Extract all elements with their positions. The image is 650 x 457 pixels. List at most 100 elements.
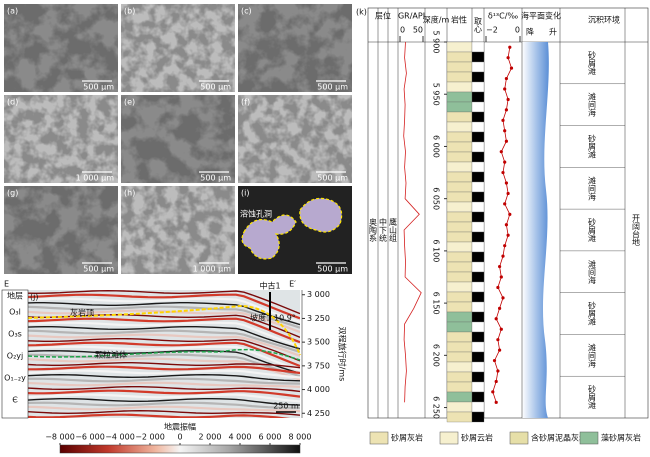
lith-bed (446, 201, 473, 213)
depth-label: 6 150 (432, 292, 441, 315)
lith-bed (446, 121, 473, 133)
reflection (28, 329, 300, 353)
core-bar (471, 41, 485, 53)
d13c-point (508, 45, 512, 49)
reflection (28, 369, 300, 379)
panel-label: (h) (124, 189, 135, 198)
depth-label: 5 900 (432, 31, 441, 54)
scale-label: 500 μm (83, 83, 114, 92)
lith-bed (446, 241, 473, 253)
reflection (28, 357, 300, 381)
subfacies: 滩间海 (588, 259, 597, 285)
core-bar (471, 171, 485, 183)
log-frame (367, 7, 649, 419)
header: 海平面变化 (521, 11, 561, 21)
header: 层位 (375, 11, 391, 21)
panel-label: (j) (30, 293, 38, 302)
micrograph-texture (238, 4, 352, 92)
core-bar (471, 101, 485, 113)
d13c-point (506, 97, 510, 102)
core-bar (471, 191, 485, 203)
panel-label: (g) (7, 189, 18, 198)
d13c-point (499, 275, 503, 279)
lith-bed (446, 161, 473, 173)
panel-label: (c) (241, 7, 252, 16)
scale-label: 500 μm (317, 265, 348, 274)
subfacies: 砂屑滩 (588, 384, 597, 410)
lith-bed (446, 71, 473, 83)
lith-bed (446, 111, 473, 123)
d13c-point (494, 400, 498, 404)
d13c-point (504, 108, 508, 112)
depth-label: 6 250 (432, 396, 441, 419)
reflection (28, 341, 300, 368)
lith-bed (446, 411, 473, 423)
legend-swatch (369, 431, 389, 445)
strata-column (1, 289, 29, 419)
colorbar-label: 0 (177, 433, 182, 442)
header: 深度/m (423, 15, 450, 25)
lith-bed (446, 391, 473, 403)
strata-label: O₃l (9, 308, 21, 317)
tick-label: 4 250 (307, 409, 330, 418)
d13c-point (508, 212, 512, 216)
subfacies: 砂屑滩 (588, 217, 597, 243)
micrograph-texture (121, 4, 235, 92)
reflection (28, 381, 300, 388)
reflection (28, 409, 300, 416)
panel-label: (k) (356, 8, 367, 17)
core-bar (471, 181, 485, 193)
core-bar (471, 361, 485, 373)
reflection (28, 345, 300, 372)
strata-label: O₂yj (7, 352, 23, 361)
header: 岩性 (451, 15, 467, 25)
core-bar (471, 411, 485, 423)
header: 沉积环境 (588, 15, 620, 25)
core-bar (471, 71, 485, 83)
core-bar (471, 151, 485, 163)
colorbar (59, 444, 301, 454)
lith-bed (446, 331, 473, 343)
lith-bed (446, 251, 473, 263)
header: δ¹³C/‰ (488, 12, 519, 21)
sea-level-curve (522, 42, 549, 418)
lith-bed (446, 271, 473, 283)
d13c-point (499, 327, 503, 331)
reflection (28, 290, 300, 315)
lith-bed (446, 231, 473, 243)
reflection (28, 297, 300, 323)
core-bar (471, 271, 485, 283)
d13c-point (504, 181, 508, 185)
colorbar-title: 地震振幅 (164, 422, 196, 432)
subfacies: 砂屑滩 (588, 50, 597, 76)
core-bar (471, 371, 485, 383)
lith-bed (446, 291, 473, 303)
reflection (28, 349, 300, 374)
lith-bed (446, 371, 473, 383)
reflection (28, 405, 300, 413)
pore-annotation: 溶蚀孔洞 (240, 209, 272, 219)
axis-label: 双程旅行时/ms (338, 327, 348, 382)
lith-bed (446, 341, 473, 353)
reflection (28, 386, 300, 393)
subfacies: 砂屑滩 (588, 133, 597, 159)
reflection (28, 317, 300, 344)
d13c-point (492, 358, 497, 363)
core-bar (471, 401, 485, 413)
lith-bed (446, 381, 473, 393)
lith-bed (446, 151, 473, 163)
d13c-point (509, 66, 514, 70)
strat-label: 中下统 (379, 217, 388, 243)
legend-label: 砂屑灰岩 (391, 433, 423, 443)
d13c-point (503, 129, 507, 133)
d13c-point (501, 170, 505, 175)
core-bar (471, 81, 485, 93)
d13c-point (503, 160, 507, 164)
d13c-point (494, 379, 498, 384)
legend-label: 藻砂屑灰岩 (601, 433, 641, 443)
panel-label: (d) (7, 98, 18, 107)
core-bar (471, 111, 485, 123)
scale-label: 500 μm (317, 174, 348, 183)
d13c-point (506, 233, 510, 237)
core-bar (471, 291, 485, 303)
